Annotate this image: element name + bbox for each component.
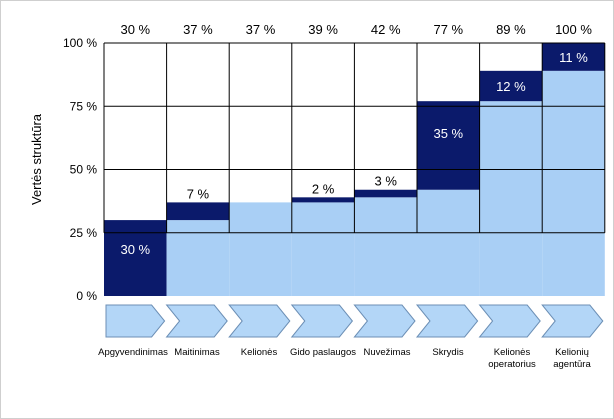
category-label: Skrydis bbox=[432, 347, 463, 358]
bar-base bbox=[229, 202, 292, 296]
cumulative-label: 37 % bbox=[183, 22, 213, 37]
increment-label: 2 % bbox=[312, 181, 335, 196]
bar-increment bbox=[417, 101, 480, 190]
cumulative-label: 100 % bbox=[555, 22, 592, 37]
category-label: Kelionės bbox=[494, 347, 531, 358]
y-tick-label: 75 % bbox=[70, 99, 98, 113]
y-axis-label: Vertės struktūra bbox=[29, 113, 44, 205]
y-tick-label: 100 % bbox=[63, 36, 97, 50]
chevron-arrow bbox=[228, 304, 291, 338]
chevron-arrow bbox=[105, 304, 166, 338]
category-label: agentūra bbox=[553, 359, 591, 370]
increment-label: 12 % bbox=[496, 79, 526, 94]
cumulative-label: 30 % bbox=[120, 22, 150, 37]
cumulative-label: 42 % bbox=[371, 22, 401, 37]
bar-base bbox=[166, 220, 230, 296]
bar-increment bbox=[104, 220, 167, 296]
category-label: Apgyvendinimas bbox=[98, 347, 168, 358]
category-label: Kelionių bbox=[555, 347, 589, 358]
chevron-arrow bbox=[353, 304, 416, 338]
chevron-arrow bbox=[290, 304, 354, 338]
increment-label: 7 % bbox=[187, 186, 210, 201]
bar-base bbox=[417, 189, 480, 296]
bar-base bbox=[354, 197, 417, 296]
bar-increment bbox=[166, 202, 230, 221]
bar-increment bbox=[291, 197, 355, 203]
increment-label: 3 % bbox=[374, 174, 397, 189]
category-label: Maitinimas bbox=[174, 347, 220, 358]
chevron-arrow bbox=[478, 304, 541, 338]
category-label: operatorius bbox=[488, 359, 536, 370]
category-label: Kelionės bbox=[241, 347, 278, 358]
bar-base bbox=[479, 101, 543, 296]
chevron-arrow bbox=[541, 304, 604, 338]
chevron-arrow bbox=[165, 304, 228, 338]
bar-base bbox=[291, 202, 355, 296]
bar-increment bbox=[479, 70, 543, 102]
increment-label: 35 % bbox=[433, 126, 463, 141]
cumulative-label: 39 % bbox=[308, 22, 338, 37]
y-tick-label: 50 % bbox=[70, 163, 98, 177]
bar-increment bbox=[354, 189, 417, 198]
category-label: Gido paslaugos bbox=[290, 347, 356, 358]
bar-base bbox=[542, 70, 605, 296]
y-tick-label: 0 % bbox=[76, 289, 97, 303]
cumulative-label: 89 % bbox=[496, 22, 526, 37]
bar-increment bbox=[542, 43, 605, 71]
cumulative-label: 77 % bbox=[433, 22, 463, 37]
increment-label: 30 % bbox=[120, 242, 150, 257]
category-label: Nuvežimas bbox=[364, 347, 411, 358]
chevron-arrow bbox=[415, 304, 479, 338]
increment-label: 11 % bbox=[559, 50, 588, 65]
y-tick-label: 25 % bbox=[70, 226, 98, 240]
cumulative-label: 37 % bbox=[246, 22, 276, 37]
